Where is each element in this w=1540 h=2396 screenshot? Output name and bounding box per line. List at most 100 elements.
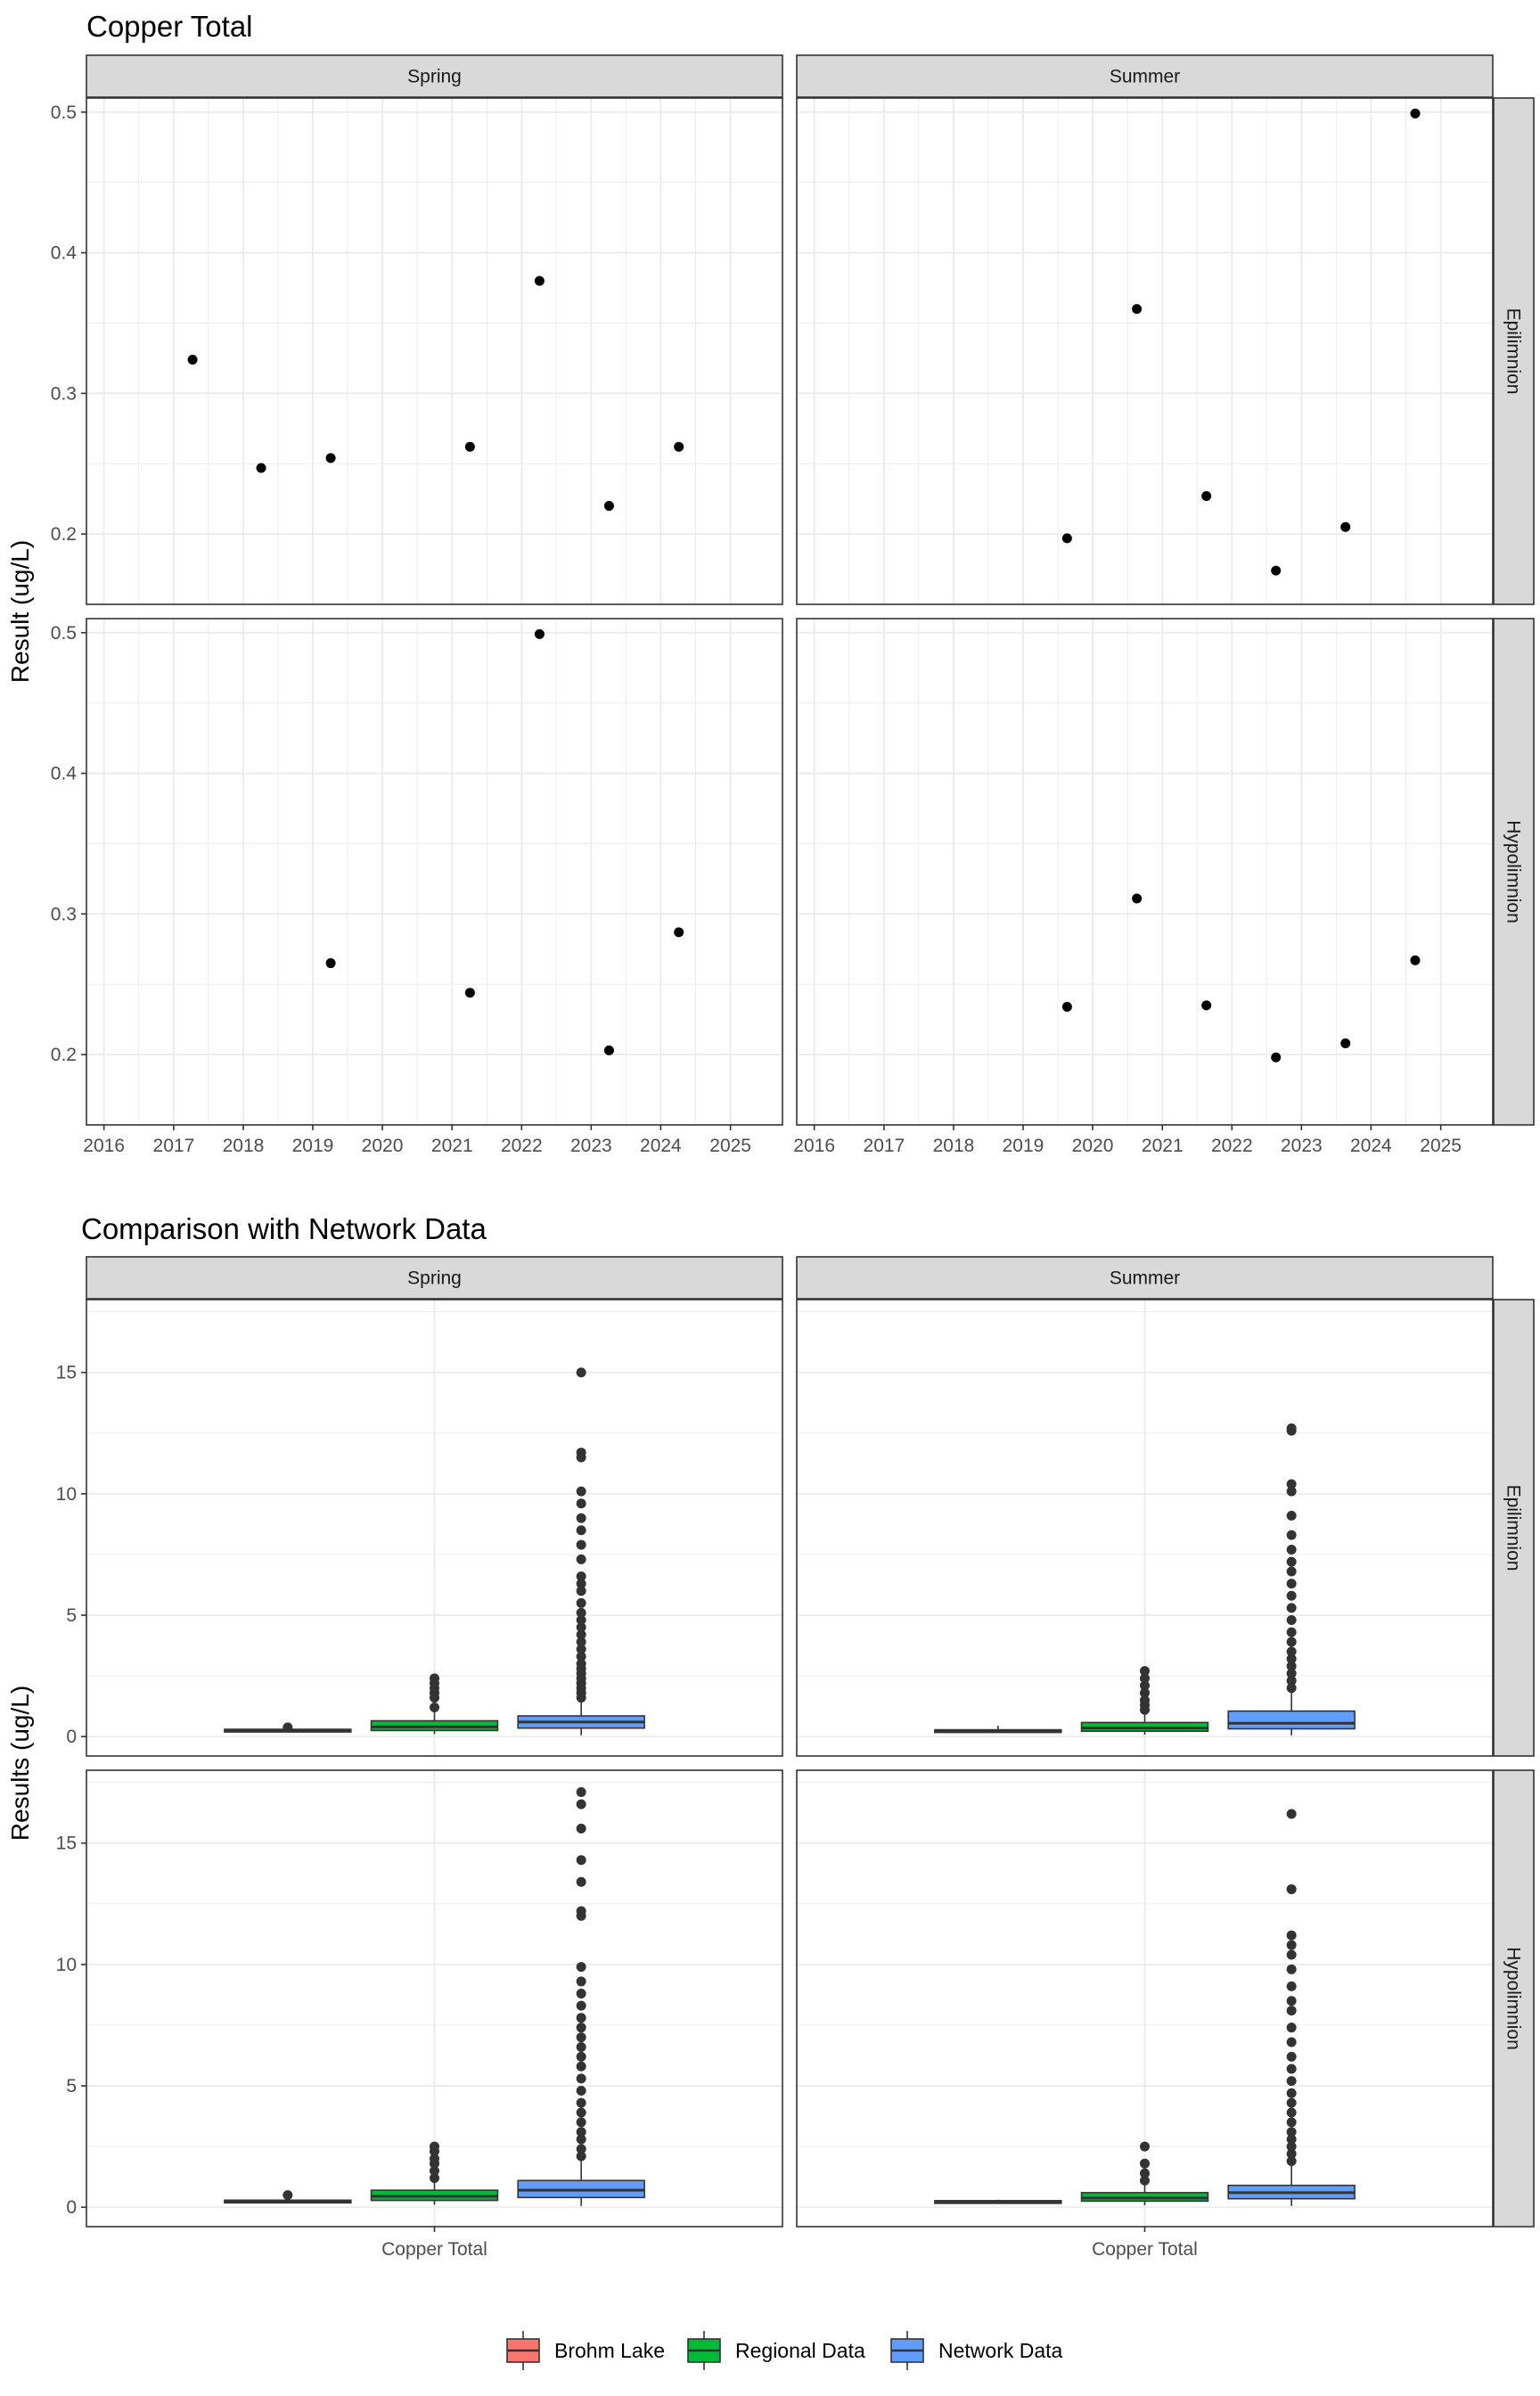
panel-border: [86, 97, 783, 605]
x-tick-label: 2023: [570, 1136, 612, 1156]
outlier-point: [1140, 1680, 1150, 1691]
y-tick-label: 5: [66, 1605, 77, 1626]
outlier-point: [1286, 1627, 1297, 1637]
outlier-point: [1286, 2141, 1297, 2152]
outlier-point: [576, 1799, 586, 1809]
outlier-point: [1140, 1694, 1150, 1705]
box-regional-data: [1080, 1666, 1209, 1735]
x-tick-label: 2019: [292, 1136, 334, 1156]
outlier-point: [576, 1651, 586, 1662]
panel-background: [797, 619, 1493, 1125]
outlier-point: [1286, 2097, 1297, 2108]
column-strip-label-summer: Summer: [1110, 1268, 1180, 1289]
data-point: [1061, 1001, 1072, 1012]
data-point: [1132, 893, 1143, 904]
comparison-chart: Comparison with Network Data Results (ug/…: [6, 1212, 1535, 2260]
outlier-point: [1140, 1666, 1150, 1677]
outlier-point: [576, 1448, 586, 1458]
legend-item-brohm-lake: Brohm Lake: [506, 2331, 665, 2370]
panel-background: [797, 98, 1493, 604]
outlier-point: [1286, 2037, 1297, 2047]
chart-title: Comparison with Network Data: [81, 1212, 487, 1245]
x-tick-label: 2017: [153, 1136, 195, 1156]
data-point: [187, 354, 198, 365]
outlier-point: [1286, 1603, 1297, 1613]
outlier-point: [576, 1989, 586, 1999]
panel-summer-hypolimnion: [796, 618, 1494, 1126]
x-tick-label: 2016: [793, 1136, 835, 1156]
panel-border: [86, 1299, 783, 1757]
legend-label-regional-data: Regional Data: [735, 2339, 865, 2362]
outlier-point: [576, 1597, 586, 1608]
x-tick-label: 2018: [223, 1136, 265, 1156]
box-network-data: [517, 1787, 645, 2206]
x-tick-label: 2021: [431, 1136, 473, 1156]
box-network-data: [517, 1367, 645, 1735]
outlier-point: [576, 1586, 586, 1596]
outlier-point: [576, 2000, 586, 2011]
x-tick-label-1: Copper Total: [381, 2239, 487, 2260]
outlier-point: [1140, 2168, 1150, 2179]
data-point: [325, 453, 336, 464]
outlier-point: [576, 1787, 586, 1798]
panel-spring-hypolimnion: [86, 1769, 783, 2228]
outlier-point: [1286, 1930, 1297, 1941]
data-point: [464, 988, 475, 998]
column-strip-label-summer: Summer: [1110, 67, 1180, 87]
panel-border: [796, 97, 1494, 605]
outlier-point: [430, 2165, 439, 2176]
outlier-point: [1286, 2127, 1297, 2138]
outlier-point: [430, 1673, 439, 1684]
outlier-point: [576, 1629, 586, 1640]
outlier-point: [576, 1622, 586, 1633]
x-tick-label: 2022: [501, 1136, 543, 1156]
outlier-point: [576, 1579, 586, 1589]
x-tick-label: 2022: [1211, 1136, 1253, 1156]
outlier-point: [576, 2144, 586, 2154]
outlier-point: [576, 1571, 586, 1581]
column-strip-label-spring: Spring: [407, 1268, 462, 1289]
outlier-point: [1140, 2141, 1150, 2152]
outlier-point: [576, 1876, 586, 1887]
outlier-point: [1286, 1940, 1297, 1950]
column-strip-spring: [86, 54, 783, 98]
outlier-point: [1286, 2023, 1297, 2033]
y-tick-label: 0.4: [51, 243, 78, 264]
outlier-point: [576, 2097, 586, 2108]
outlier-point: [1286, 1566, 1297, 1577]
y-tick-label: 15: [56, 1363, 77, 1383]
y-tick-label: 0: [66, 1727, 77, 1747]
outlier-point: [576, 2151, 586, 2162]
outlier-point: [1286, 1637, 1297, 1647]
outlier-point: [1286, 1479, 1297, 1489]
data-point: [534, 628, 545, 639]
outlier-point: [1286, 1661, 1297, 1671]
x-tick-label: 2025: [709, 1136, 751, 1156]
y-tick-label: 10: [56, 1955, 77, 1975]
x-tick-label: 2024: [1350, 1136, 1392, 1156]
outlier-point: [1286, 2155, 1297, 2166]
outlier-point: [576, 1659, 586, 1670]
chart-title: Copper Total: [86, 10, 253, 43]
row-strip-label-epilimnion: Epilimnion: [1503, 1485, 1524, 1571]
outlier-point: [576, 2073, 586, 2084]
outlier-point: [430, 2141, 439, 2152]
outlier-point: [1286, 2117, 1297, 2128]
y-tick-label: 10: [56, 1484, 77, 1505]
outlier-point: [576, 2117, 586, 2128]
x-tick-label-2: Copper Total: [1092, 2239, 1198, 2260]
outlier-point: [1286, 1653, 1297, 1664]
outlier-point: [1286, 2134, 1297, 2145]
data-point: [1271, 1052, 1282, 1063]
x-tick-label: 2016: [83, 1136, 125, 1156]
outlier-point: [1286, 1614, 1297, 1625]
outlier-point: [283, 2190, 293, 2201]
legend-item-regional-data: Regional Data: [687, 2331, 865, 2370]
data-point: [674, 441, 684, 452]
x-tick-label: 2025: [1420, 1136, 1462, 1156]
outlier-point: [576, 2051, 586, 2062]
outlier-point: [576, 1614, 586, 1625]
y-tick-label: 0.3: [51, 904, 77, 924]
outlier-point: [576, 2041, 586, 2052]
